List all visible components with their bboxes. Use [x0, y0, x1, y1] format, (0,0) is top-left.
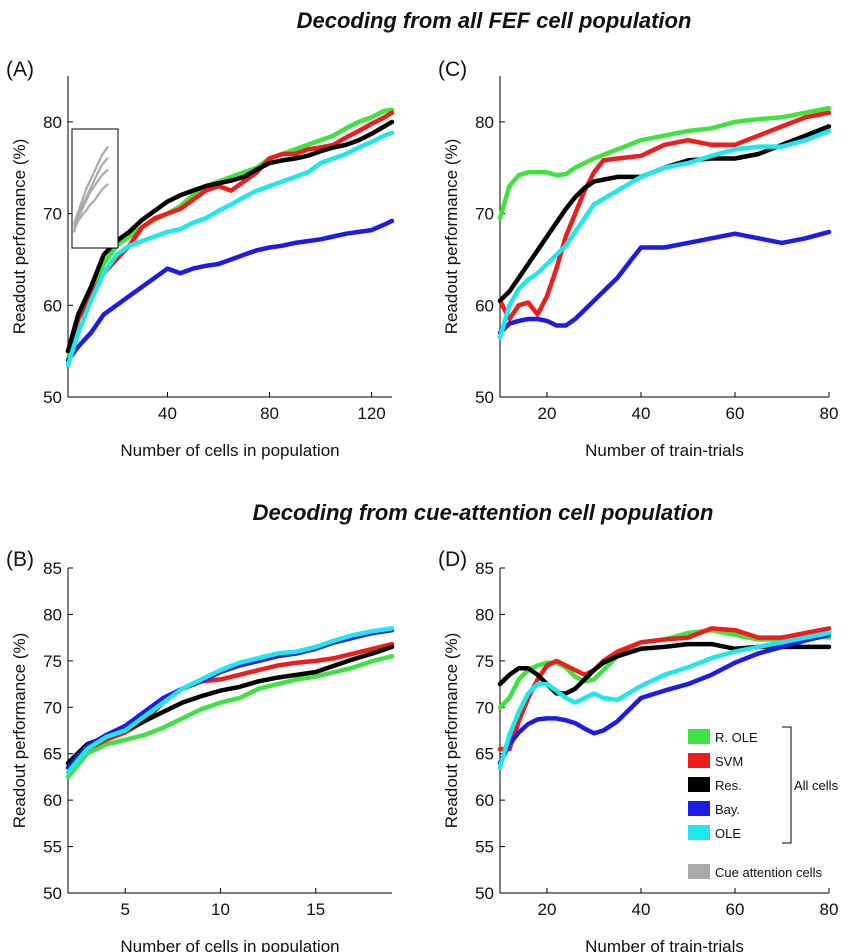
legend-swatch-cue — [688, 864, 710, 879]
y-tick-label: 50 — [475, 884, 494, 903]
series-line-res — [65, 119, 395, 354]
x-tick-label: 5 — [120, 900, 129, 919]
series-line-ole — [65, 130, 395, 368]
y-tick-label: 50 — [475, 388, 494, 407]
series-line-svm — [65, 110, 395, 354]
y-tick-label: 55 — [43, 838, 62, 857]
legend-swatch — [688, 753, 710, 768]
legend-swatch — [688, 801, 710, 816]
panel-label-a: (A) — [6, 58, 34, 81]
legend-label: R. OLE — [715, 730, 758, 745]
inset-box — [71, 128, 119, 249]
series-line-bay — [65, 218, 395, 363]
x-tick-label: 80 — [820, 900, 839, 919]
legend-swatch — [688, 729, 710, 744]
inset-series-line — [72, 145, 109, 225]
y-tick-label: 70 — [475, 698, 494, 717]
y-axis-label: Readout performance (%) — [10, 633, 29, 829]
series-line-bay — [497, 229, 832, 336]
y-tick-label: 60 — [43, 296, 62, 315]
x-tick-label: 80 — [260, 404, 279, 423]
legend-swatch — [688, 825, 710, 840]
y-tick-label: 65 — [43, 745, 62, 764]
inset-series-line — [73, 183, 109, 231]
legend-label: OLE — [715, 826, 741, 841]
legend-label: SVM — [715, 754, 743, 769]
series-line-ole — [65, 626, 395, 775]
y-tick-label: 80 — [43, 605, 62, 624]
inset-series-line — [72, 168, 109, 233]
x-tick-label: 20 — [538, 900, 557, 919]
y-tick-label: 70 — [43, 698, 62, 717]
y-tick-label: 75 — [43, 652, 62, 671]
bottom-section-title: Decoding from cue-attention cell populat… — [253, 500, 714, 525]
x-tick-label: 15 — [306, 900, 325, 919]
y-tick-label: 85 — [475, 559, 494, 578]
y-tick-label: 60 — [475, 296, 494, 315]
y-tick-label: 60 — [43, 791, 62, 810]
y-tick-label: 60 — [475, 791, 494, 810]
panel-c-chart: 50 60 70 80 20 40 60 80 Number of train-trials Re… — [442, 76, 838, 460]
x-tick-label: 120 — [357, 404, 385, 423]
legend-label: Res. — [715, 778, 742, 793]
panel-b-chart: 50 55 60 65 70 75 80 85 5 10 15 Number of cells in … — [10, 559, 395, 952]
y-tick-label: 65 — [475, 745, 494, 764]
legend-label: Bay. — [715, 802, 740, 817]
y-tick-label: 50 — [43, 884, 62, 903]
y-axis-label: Readout performance (%) — [10, 139, 29, 335]
series-line-r-ole — [65, 653, 395, 780]
inset-series-line — [72, 157, 109, 228]
y-tick-label: 55 — [475, 838, 494, 857]
panel-label-b: (B) — [6, 548, 34, 571]
x-axis-label: Number of cells in population — [120, 441, 339, 460]
x-tick-label: 40 — [632, 404, 651, 423]
panel-a-chart: 50 60 70 80 40 80 120 Number of cells in popula… — [10, 76, 395, 460]
x-tick-label: 20 — [538, 404, 557, 423]
series-line-r-ole — [65, 107, 395, 363]
series-line-bay — [497, 632, 832, 766]
x-axis-label: Number of train-trials — [585, 937, 744, 952]
y-tick-label: 75 — [475, 652, 494, 671]
top-section-title: Decoding from all FEF cell population — [297, 8, 692, 33]
panel-d-chart: 50 55 60 65 70 75 80 85 20 40 60 80 Number of train-… — [442, 559, 838, 952]
y-tick-label: 70 — [43, 205, 62, 224]
y-tick-label: 70 — [475, 205, 494, 224]
x-axis-label: Number of train-trials — [585, 441, 744, 460]
legend-group-label: All cells — [794, 778, 839, 793]
x-tick-label: 60 — [726, 900, 745, 919]
legend: R. OLE SVM Res. Bay. OLE All cells Cue attenti… — [688, 726, 839, 880]
panel-label-c: (C) — [438, 58, 467, 81]
legend-cue-label: Cue attention cells — [715, 865, 822, 880]
x-tick-label: 40 — [632, 900, 651, 919]
y-tick-label: 80 — [475, 113, 494, 132]
x-tick-label: 10 — [211, 900, 230, 919]
x-tick-label: 80 — [820, 404, 839, 423]
inset-frame — [71, 128, 119, 249]
series-line-res — [497, 124, 832, 303]
x-axis-label: Number of cells in population — [120, 937, 339, 952]
x-tick-label: 40 — [158, 404, 177, 423]
y-tick-label: 85 — [43, 559, 62, 578]
series-line-ole — [497, 128, 832, 340]
y-tick-label: 50 — [43, 388, 62, 407]
series-line-r-ole — [497, 105, 832, 221]
y-axis-label: Readout performance (%) — [442, 139, 461, 335]
series-line-r-ole — [497, 627, 832, 710]
x-tick-label: 60 — [726, 404, 745, 423]
panel-label-d: (D) — [438, 548, 467, 571]
legend-bracket — [782, 726, 792, 844]
series-line-svm — [497, 110, 832, 322]
y-tick-label: 80 — [475, 605, 494, 624]
legend-swatch — [688, 777, 710, 792]
series-line-ole — [497, 630, 832, 770]
y-axis-label: Readout performance (%) — [442, 633, 461, 829]
y-tick-label: 80 — [43, 113, 62, 132]
